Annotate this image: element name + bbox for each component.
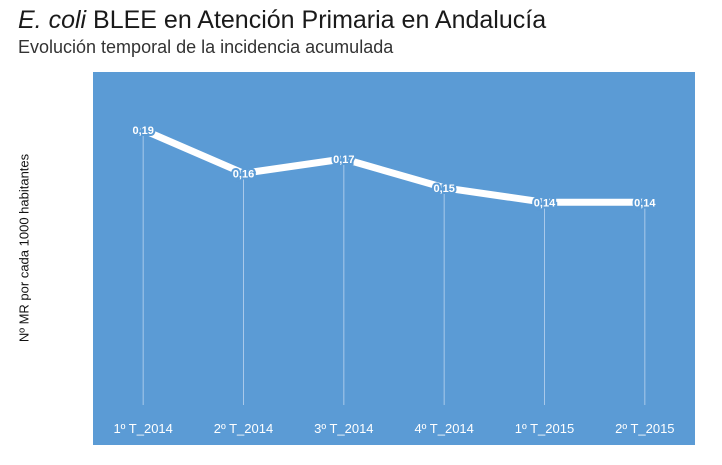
y-axis-label: Nº MR por cada 1000 habitantes xyxy=(16,153,32,343)
chart-title-italic: E. coli xyxy=(18,6,87,34)
x-tick-label: 3º T_2014 xyxy=(314,421,373,436)
x-tick-label: 2º T_2014 xyxy=(214,421,273,436)
x-tick-label: 1º T_2014 xyxy=(113,421,172,436)
chart-title-rest: BLEE en Atención Primaria en Andalucía xyxy=(86,6,547,34)
data-label: 0,14 xyxy=(634,197,656,209)
line-chart: 0,19 0,16 0,17 0,15 0,14 0,14 1º T_2014 2º T_2… xyxy=(93,72,695,445)
x-tick-label: 1º T_2015 xyxy=(515,421,574,436)
data-label: 0,15 xyxy=(433,183,454,195)
value-labels: 0,19 0,16 0,17 0,15 0,14 0,14 xyxy=(130,123,658,211)
x-tick-label: 4º T_2014 xyxy=(414,421,473,436)
series-line xyxy=(139,126,649,206)
chart-subtitle: Evolución temporal de la incidencia acum… xyxy=(18,37,394,57)
chart-title: E. coli BLEE en Atención Primaria en And… xyxy=(18,6,546,35)
plot-area: 0,19 0,16 0,17 0,15 0,14 0,14 1º T_2014 2º T_2… xyxy=(93,72,695,445)
data-label: 0,17 xyxy=(333,154,354,166)
drop-lines xyxy=(142,129,646,405)
data-label: 0,16 xyxy=(233,168,254,180)
data-label: 0,14 xyxy=(534,197,556,209)
data-label: 0,19 xyxy=(132,125,153,137)
x-tick-label: 2º T_2015 xyxy=(615,421,674,436)
x-tick-labels: 1º T_2014 2º T_2014 3º T_2014 4º T_2014 1º T… xyxy=(113,421,674,436)
plot-background xyxy=(93,72,695,445)
